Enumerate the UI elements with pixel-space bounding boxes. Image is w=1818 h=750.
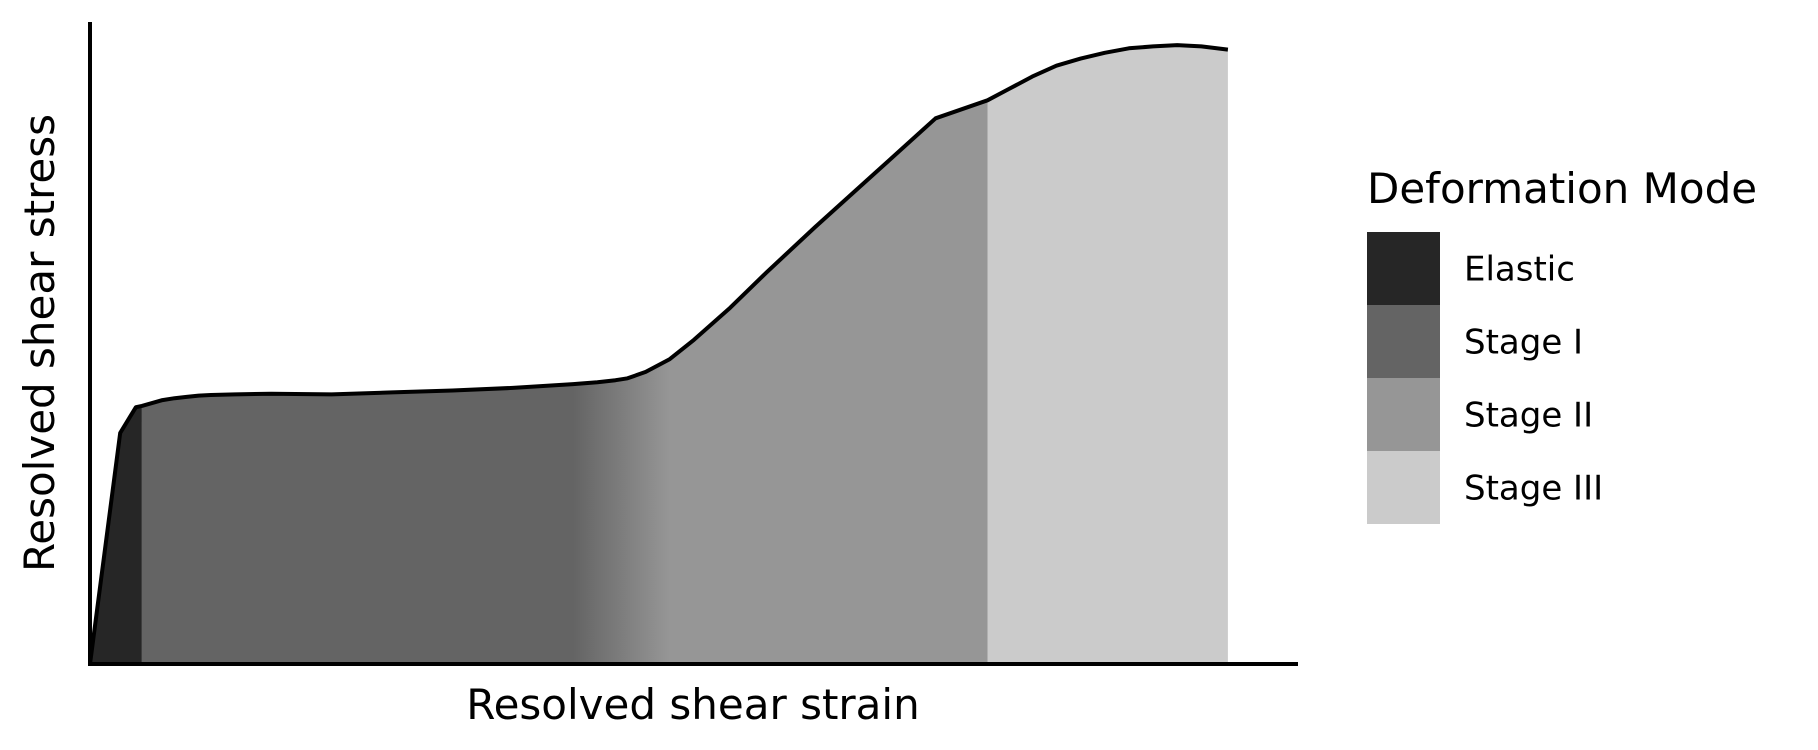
legend-swatch-elastic [1367,232,1440,305]
area-stage-iii [987,45,1228,665]
stage-transition-blend [573,359,670,664]
legend-swatch-stage-iii [1367,451,1440,524]
legend-label-stage-iii: Stage III [1464,469,1603,509]
legend-label-elastic: Elastic [1464,250,1575,290]
legend-swatch-stage-ii [1367,378,1440,451]
area-stage-i [141,378,628,664]
plot-areas [90,45,1228,665]
legend-label-stage-i: Stage I [1464,323,1583,363]
y-axis-title: Resolved shear stress [15,114,64,572]
stress-strain-curve [88,43,1229,665]
legend-swatch-stage-i [1367,305,1440,378]
legend: Deformation Mode Elastic Stage I Stage II S… [1367,164,1757,524]
legend-label-stage-ii: Stage II [1464,396,1593,436]
legend-title: Deformation Mode [1367,164,1757,213]
x-axis-title: Resolved shear strain [466,680,919,729]
area-elastic [90,405,142,664]
area-stage-ii [627,100,988,665]
